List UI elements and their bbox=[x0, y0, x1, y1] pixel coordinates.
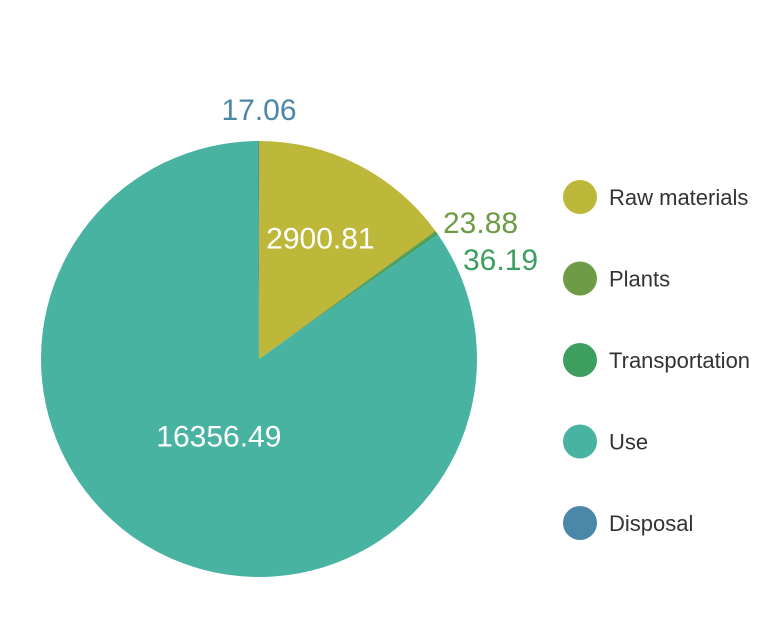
data-label-plants: 23.88 bbox=[443, 207, 518, 240]
data-label-use: 16356.49 bbox=[156, 420, 281, 453]
legend-item-raw-materials: Raw materials bbox=[563, 180, 748, 214]
legend-marker bbox=[563, 180, 597, 214]
legend-label: Transportation bbox=[609, 348, 750, 373]
legend-item-use: Use bbox=[563, 424, 648, 459]
data-label-disposal: 17.06 bbox=[221, 94, 296, 127]
legend-item-transportation: Transportation bbox=[563, 343, 750, 377]
data-label-transportation: 36.19 bbox=[463, 244, 538, 277]
pie-slice-raw-materials bbox=[259, 141, 436, 359]
legend-label: Use bbox=[609, 430, 648, 455]
legend-label: Plants bbox=[609, 267, 670, 292]
pie-slice-disposal bbox=[257, 141, 259, 359]
pie-slice-use bbox=[41, 141, 478, 577]
pie-slices bbox=[41, 141, 478, 577]
data-label-raw-materials: 2900.81 bbox=[266, 223, 374, 256]
legend: Raw materials Plants Transportation Use Disp… bbox=[563, 180, 750, 540]
pie-slice-transportation bbox=[259, 232, 438, 359]
legend-marker bbox=[563, 506, 597, 540]
legend-label: Disposal bbox=[609, 511, 693, 536]
legend-marker bbox=[563, 261, 597, 296]
legend-label: Raw materials bbox=[609, 185, 748, 210]
legend-marker bbox=[563, 343, 597, 377]
data-labels: 2900.81 23.88 36.19 16356.49 17.06 bbox=[156, 94, 538, 453]
legend-marker bbox=[563, 424, 597, 459]
legend-item-plants: Plants bbox=[563, 261, 670, 296]
pie-slice-plants bbox=[259, 230, 437, 359]
legend-item-disposal: Disposal bbox=[563, 506, 693, 540]
